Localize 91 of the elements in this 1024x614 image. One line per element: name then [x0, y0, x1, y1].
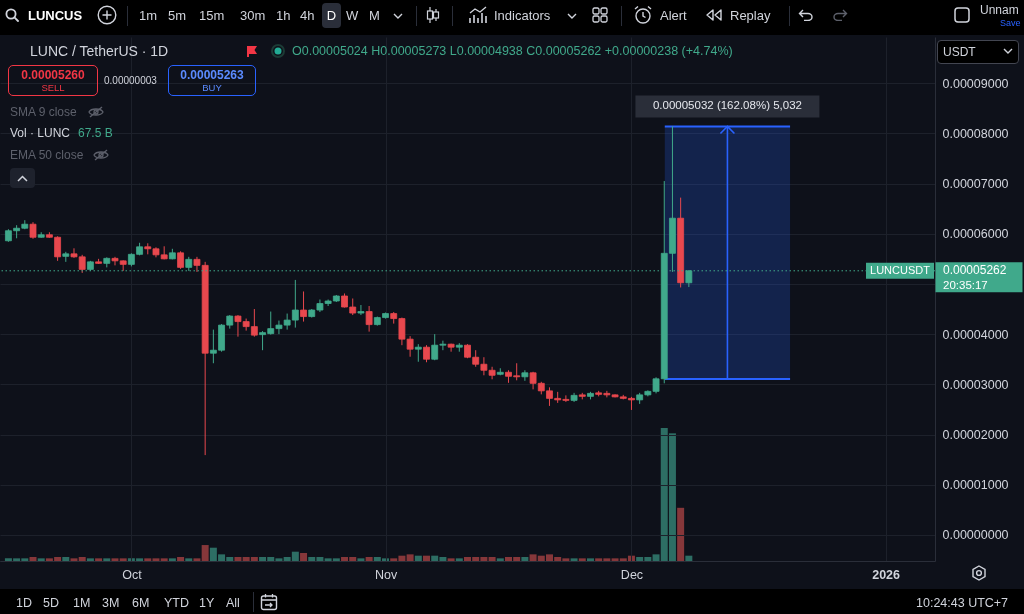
annotation: 0.00005260	[21, 68, 85, 82]
text: Alert	[660, 8, 687, 23]
y-tick-label: 0.00003000	[942, 377, 1009, 392]
candlestick	[447, 343, 455, 353]
y-tick-label: 0.00000000	[942, 528, 1009, 543]
y-tick-label: 0.00006000	[942, 227, 1009, 242]
candlestick	[521, 369, 529, 382]
bar	[160, 558, 168, 561]
text: 1D	[16, 596, 32, 610]
bar	[365, 557, 373, 561]
text: 0.00005262	[943, 263, 1007, 277]
bar	[111, 558, 119, 561]
annotation: 0.00000003	[104, 75, 157, 86]
bar	[488, 557, 496, 561]
annotation: Vol · LUNC	[10, 126, 71, 140]
bar	[496, 558, 504, 561]
text: USDT	[943, 45, 976, 59]
bar	[78, 557, 86, 561]
bar	[62, 557, 70, 561]
chart-title: LUNC / TetherUS · 1D	[30, 43, 169, 59]
text: 1h	[276, 8, 291, 23]
bar	[234, 557, 242, 561]
text: 5m	[168, 8, 187, 23]
candlestick	[365, 305, 373, 333]
text: Replay	[730, 8, 771, 23]
bar	[414, 555, 422, 561]
bar	[423, 555, 431, 561]
text: Indicators	[494, 8, 551, 23]
x-tick-label: Dec	[620, 567, 644, 582]
text: YTD	[164, 596, 189, 610]
annotation: EMA 50 close	[10, 148, 84, 162]
bar	[300, 553, 308, 561]
text: 20:35:17	[943, 279, 988, 292]
annotation: O0.00005024 H0.00005273 L0.00004938 C0.00005262 +0.00000238 (+4.74%)	[292, 44, 733, 58]
text: 3M	[102, 596, 120, 610]
text: 1M	[73, 596, 91, 610]
text: 4h	[300, 8, 315, 23]
candlestick	[300, 290, 307, 323]
bar	[570, 558, 578, 561]
text: D	[326, 8, 337, 23]
y-tick-label: 0.00002000	[942, 428, 1009, 443]
text: 1Y	[199, 596, 215, 610]
bar	[521, 557, 529, 561]
bar	[29, 557, 37, 561]
bar	[578, 558, 586, 561]
bar	[177, 557, 185, 561]
bar	[86, 558, 94, 561]
text: Save	[1000, 18, 1021, 28]
bar	[119, 558, 127, 561]
bar	[455, 558, 463, 561]
text: 6M	[132, 596, 150, 610]
y-tick-label: 0.00004000	[942, 327, 1009, 342]
bar	[95, 558, 103, 561]
bar	[357, 558, 365, 561]
y-tick-label: 0.00008000	[942, 126, 1009, 141]
bar	[586, 558, 594, 561]
y-tick-label: 0.00007000	[942, 177, 1009, 192]
annotation: 0.00005263	[180, 68, 244, 82]
text: 1m	[139, 8, 158, 23]
candlestick	[357, 304, 365, 316]
x-tick-label: 2026	[872, 567, 901, 582]
text: M	[369, 8, 380, 23]
bar	[447, 558, 455, 561]
text: 30m	[240, 8, 266, 23]
bar	[103, 558, 111, 561]
bar	[193, 558, 201, 561]
annotation: 67.5 B	[78, 126, 113, 140]
text: 15m	[199, 8, 225, 23]
text: W	[346, 8, 359, 23]
bar	[37, 558, 45, 561]
text: LUNCUS	[28, 8, 83, 23]
annotation: SELL	[41, 82, 65, 93]
text: All	[226, 596, 240, 610]
text: 5D	[43, 596, 59, 610]
x-tick-label: Nov	[374, 567, 398, 582]
y-tick-label: 0.00009000	[942, 76, 1009, 91]
y-tick-label: 0.00001000	[942, 478, 1009, 493]
bar	[677, 507, 685, 561]
bar	[201, 545, 209, 561]
bar	[685, 555, 693, 561]
text: Unnam	[980, 3, 1019, 17]
text: 10:24:43 UTC+7	[916, 596, 1009, 610]
bar	[70, 558, 78, 561]
annotation: BUY	[202, 82, 222, 93]
annotation: SMA 9 close	[10, 105, 77, 119]
bar	[406, 554, 414, 561]
bar	[168, 558, 176, 561]
band-label: 0.00005032 (162.08%) 5,032	[652, 99, 802, 112]
bar	[185, 558, 193, 561]
ref-line-label: LUNCUSDT	[870, 263, 931, 276]
x-tick-label: Oct	[122, 567, 143, 582]
